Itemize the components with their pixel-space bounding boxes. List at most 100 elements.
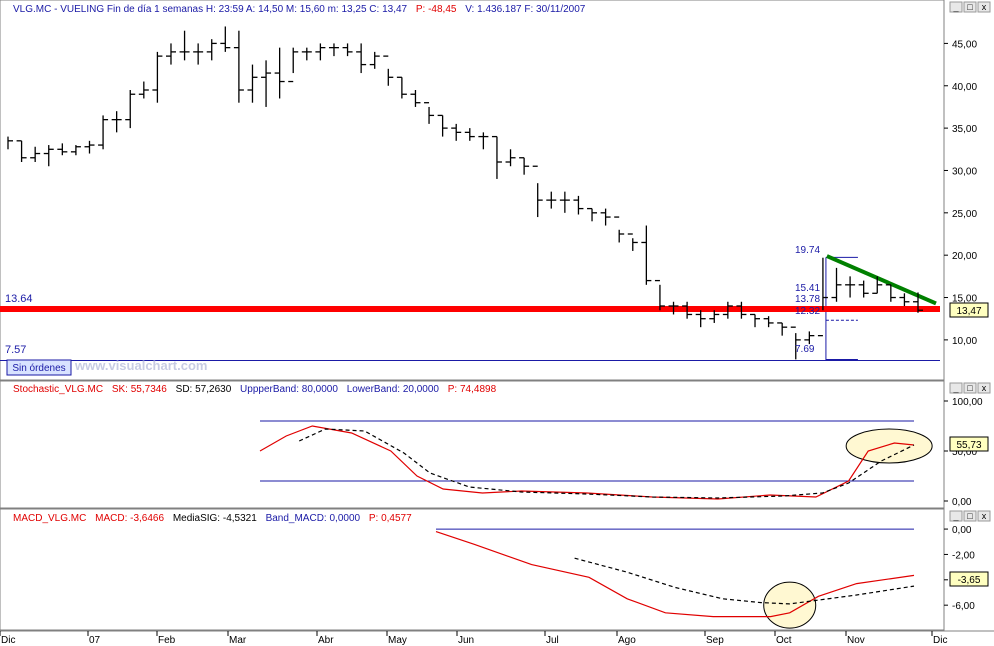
stoch-header-sd: SD: 57,2630	[176, 384, 232, 395]
y-tick-label: 10,00	[952, 336, 977, 347]
highlight-ellipse	[845, 428, 933, 464]
orders-button[interactable]	[6, 359, 72, 376]
x-tick-label: 07	[89, 635, 101, 646]
y-tick-label: -6,00	[952, 601, 975, 612]
price-bar	[587, 207, 598, 222]
price-bar	[274, 47, 285, 99]
stoch-header-name: Stochastic_VLG.MC	[13, 384, 103, 395]
maximize-button[interactable]	[963, 1, 977, 13]
annotation-level-3: 12.32	[795, 306, 820, 317]
stoch-maximize-button[interactable]	[963, 382, 977, 394]
y-tick-label: 20,00	[952, 251, 977, 262]
price-bar	[668, 301, 679, 315]
low-level-label: 7.57	[5, 344, 26, 356]
price-bar	[152, 51, 163, 103]
price-bar	[885, 284, 896, 302]
y-tick-label: 50,00	[952, 447, 977, 458]
minimize-icon: _	[952, 511, 959, 521]
price-bar	[138, 81, 149, 99]
x-tick-label: Abr	[318, 635, 334, 646]
price-bar	[804, 331, 815, 345]
price-bar	[505, 149, 516, 167]
x-tick-label: Feb	[158, 635, 176, 646]
macd-header-macd: MACD: -3,6466	[95, 513, 164, 524]
price-bar	[165, 43, 176, 65]
macd-plot	[435, 528, 915, 629]
macd-close-button[interactable]	[977, 510, 991, 522]
y-tick-label: 45,00	[952, 39, 977, 50]
stoch-window-controls: _ □ x	[949, 382, 991, 394]
y-tick-label: 0,00	[952, 497, 972, 508]
price-bar	[913, 292, 923, 313]
price-bar	[261, 60, 272, 107]
minimize-icon: _	[952, 383, 959, 393]
stoch-header-sk: SK: 55,7346	[112, 384, 167, 395]
orders-button-label: Sin órdenes	[12, 363, 65, 374]
watermark: www.visualchart.com	[74, 358, 207, 373]
price-bar	[831, 267, 842, 302]
price-bar	[614, 216, 625, 243]
macd-signal-line	[574, 557, 915, 605]
macd-minimize-button[interactable]	[949, 510, 963, 522]
x-tick-label: Ago	[618, 635, 636, 646]
y-tick-label: 30,00	[952, 166, 977, 177]
price-bar	[451, 123, 462, 141]
stoch-current-value: 55,73	[956, 440, 981, 451]
maximize-icon: □	[967, 2, 973, 12]
price-bar	[736, 301, 747, 319]
y-tick-label: 40,00	[952, 82, 977, 93]
price-bar	[410, 90, 421, 107]
price-bar	[220, 26, 231, 52]
price-bar	[845, 276, 856, 298]
y-tick-label: 15,00	[952, 294, 977, 305]
maximize-icon: □	[967, 511, 973, 521]
stochastic-panel-header: Stochastic_VLG.MC SK: 55,7346 SD: 57,263…	[13, 384, 497, 395]
price-header-title: VLG.MC - VUELING Fin de día 1 semanas H:…	[13, 4, 408, 15]
macd-panel-header: MACD_VLG.MC MACD: -3,6466 MediaSIG: -4,5…	[13, 513, 412, 524]
stochastic-k-line	[259, 425, 915, 500]
stoch-header-upper: UppperBand: 80,0000	[240, 384, 338, 395]
stoch-minimize-button[interactable]	[949, 382, 963, 394]
minimize-button[interactable]	[949, 1, 963, 13]
price-bars	[7, 26, 923, 360]
price-bar	[233, 30, 244, 103]
x-tick-label: Nov	[847, 635, 865, 646]
close-icon: x	[982, 2, 987, 12]
price-bar	[396, 76, 407, 99]
x-tick-label: Dic	[933, 635, 947, 646]
x-tick-label: Jul	[546, 635, 559, 646]
price-bar	[111, 111, 122, 133]
price-bar	[16, 140, 27, 162]
macd-maximize-button[interactable]	[963, 510, 977, 522]
price-bar	[179, 30, 190, 61]
x-tick-label: Sep	[706, 635, 724, 646]
price-bar	[301, 47, 312, 61]
y-tick-label: 35,00	[952, 124, 977, 135]
y-tick-label: -2,00	[952, 550, 975, 561]
macd-y-axis: 0,00-2,00-4,00-6,00	[944, 525, 975, 612]
price-window-controls: _ □ x	[949, 1, 991, 13]
stoch-close-button[interactable]	[977, 382, 991, 394]
price-bar	[546, 191, 557, 209]
x-tick-label: May	[388, 635, 407, 646]
x-tick-label: Oct	[776, 635, 792, 646]
close-icon: x	[982, 383, 987, 393]
price-bar	[383, 55, 394, 86]
price-bar	[519, 157, 530, 175]
x-tick-label: Mar	[229, 635, 247, 646]
stochastic-plot	[259, 420, 933, 500]
price-bar	[491, 135, 502, 179]
x-tick-label: Jun	[458, 635, 474, 646]
close-button[interactable]	[977, 1, 991, 13]
price-bar	[777, 322, 788, 336]
price-bar	[600, 208, 611, 226]
minimize-icon: _	[952, 2, 959, 12]
price-bar	[84, 140, 95, 154]
price-bar	[328, 43, 339, 57]
price-bar	[654, 279, 665, 311]
y-tick-label: 100,00	[952, 397, 983, 408]
highlight-ellipse	[763, 581, 817, 629]
price-bar	[695, 310, 706, 328]
